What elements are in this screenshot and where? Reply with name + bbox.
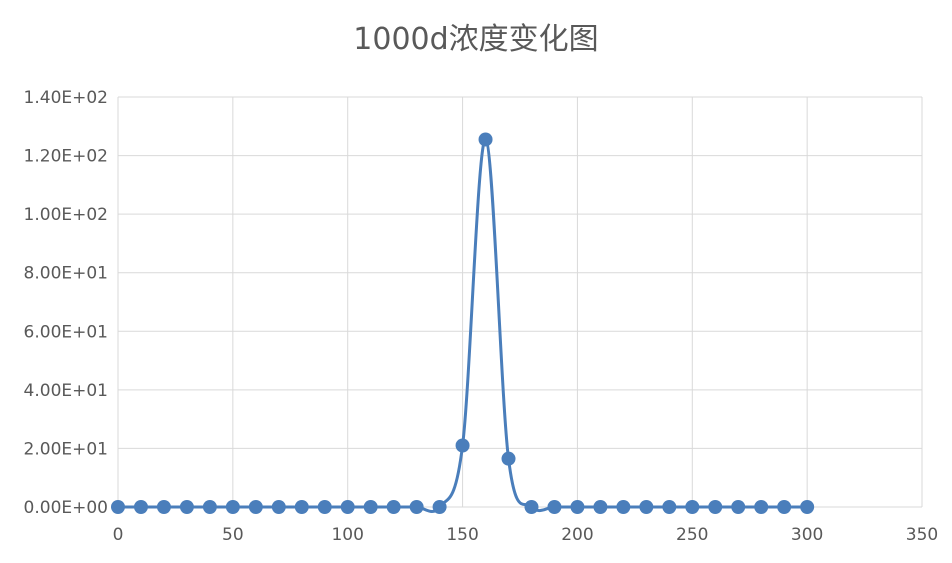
y-gridlines xyxy=(118,96,922,508)
data-point xyxy=(708,500,723,514)
series-layer xyxy=(111,132,815,514)
data-point xyxy=(777,500,792,514)
data-point xyxy=(616,500,631,514)
x-tick-label: 0 xyxy=(113,525,124,545)
x-tick-label: 350 xyxy=(906,525,938,545)
data-point xyxy=(248,500,263,514)
data-point xyxy=(340,500,355,514)
data-point xyxy=(294,500,309,514)
data-point xyxy=(179,500,194,514)
x-tick-label: 200 xyxy=(561,525,593,545)
data-point xyxy=(685,500,700,514)
data-point xyxy=(570,500,585,514)
data-point xyxy=(547,500,562,514)
y-tick-labels: 0.00E+00 2.00E+01 4.00E+01 6.00E+01 8.00E+01… xyxy=(24,88,108,518)
x-tick-label: 150 xyxy=(446,525,478,545)
y-tick-label: 1.40E+02 xyxy=(24,88,108,108)
y-tick-label: 8.00E+01 xyxy=(24,264,108,284)
data-point xyxy=(432,500,447,514)
data-point xyxy=(386,500,401,514)
y-tick-label: 6.00E+01 xyxy=(24,322,108,342)
y-tick-label: 2.00E+01 xyxy=(24,439,108,459)
data-point xyxy=(156,500,171,514)
data-point xyxy=(593,500,608,514)
data-point xyxy=(317,500,332,514)
data-point xyxy=(501,451,516,466)
data-point xyxy=(133,500,148,514)
data-point xyxy=(478,132,493,147)
x-tick-label: 50 xyxy=(222,525,244,545)
series-line xyxy=(117,137,808,514)
data-point xyxy=(731,500,746,514)
data-point xyxy=(111,500,125,514)
data-point xyxy=(202,500,217,514)
data-point xyxy=(754,500,769,514)
x-tick-label: 250 xyxy=(676,525,708,545)
y-tick-label: 1.20E+02 xyxy=(24,147,108,167)
chart-title: 1000d浓度变化图 xyxy=(353,22,599,57)
x-gridlines xyxy=(117,97,923,507)
data-point xyxy=(455,438,470,453)
data-point xyxy=(524,500,539,514)
data-point xyxy=(800,500,815,514)
data-point xyxy=(639,500,654,514)
data-point xyxy=(662,500,677,514)
data-point xyxy=(409,500,424,514)
data-point xyxy=(363,500,378,514)
data-point xyxy=(271,500,286,514)
x-tick-label: 100 xyxy=(331,525,363,545)
y-tick-label: 1.00E+02 xyxy=(24,205,108,225)
x-tick-labels: 0 50 100 150 200 250 300 350 xyxy=(113,525,939,545)
x-tick-label: 300 xyxy=(791,525,823,545)
y-tick-label: 0.00E+00 xyxy=(24,498,108,518)
y-tick-label: 4.00E+01 xyxy=(24,381,108,401)
data-point xyxy=(225,500,240,514)
